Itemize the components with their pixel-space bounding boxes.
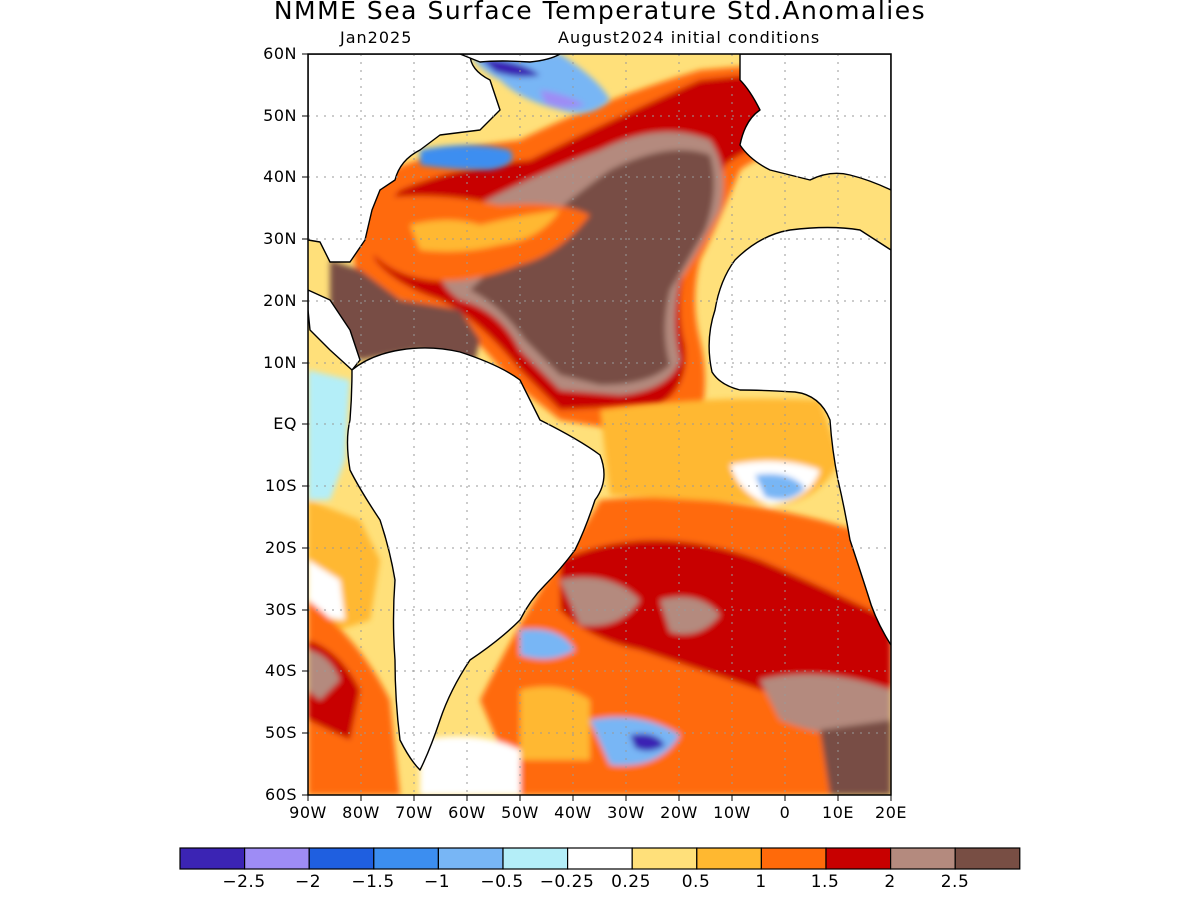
chart-title: NMME Sea Surface Temperature Std.Anomali… [273, 0, 927, 25]
lat-label-20s: 20S [264, 538, 297, 557]
colorbar-swatch [954, 847, 1021, 870]
colorbar-swatch [308, 847, 375, 870]
colorbar-label: 0.5 [681, 872, 711, 892]
colorbar [179, 847, 1021, 870]
colorbar-swatch [889, 847, 956, 870]
colorbar-label: −0.5 [480, 872, 524, 892]
colorbar-label: −2 [294, 872, 322, 892]
colorbar-label: 2 [884, 872, 896, 892]
north-america [308, 54, 501, 263]
lon-label-80w: 80W [342, 803, 380, 822]
lat-label-40n: 40N [263, 167, 297, 186]
initial-conditions: August2024 initial conditions [558, 28, 821, 47]
lon-label-10w: 10W [713, 803, 751, 822]
grid-lines [308, 54, 891, 795]
lon-label-30w: 30W [607, 803, 645, 822]
colorbar-label: −2.5 [222, 872, 266, 892]
europe [739, 54, 891, 191]
lat-label-30s: 30S [264, 600, 297, 619]
lat-label-10s: 10S [264, 476, 297, 495]
lon-label-20w: 20W [660, 803, 698, 822]
colorbar-label: −0.25 [539, 872, 595, 892]
lon-label-10e: 10E [822, 803, 854, 822]
anomaly-field [308, 54, 891, 795]
south-atlantic-anomaly [420, 398, 891, 795]
colorbar-swatch [373, 847, 439, 870]
lat-label-30n: 30N [263, 229, 297, 248]
lon-label-0: 0 [779, 803, 791, 822]
lat-label-60s: 60S [264, 785, 297, 804]
colorbar-swatch [696, 847, 762, 870]
axis-ticks [302, 53, 892, 801]
eastern-pacific-anomaly [308, 370, 410, 795]
lat-label-50s: 50S [264, 723, 297, 742]
lat-label-eq: EQ [273, 414, 297, 433]
colorbar-swatch [437, 847, 504, 870]
colorbar-swatch [825, 847, 892, 870]
colorbar-label: 2.5 [940, 872, 970, 892]
colorbar-swatch [502, 847, 569, 870]
lon-label-90w: 90W [289, 803, 327, 822]
colorbar-swatch [179, 847, 246, 870]
colorbar-label: −1.5 [351, 872, 395, 892]
colorbar-swatch [631, 847, 698, 870]
colorbar-swatch [566, 847, 633, 870]
lon-label-60w: 60W [448, 803, 486, 822]
lon-label-50w: 50W [501, 803, 539, 822]
south-america [346, 347, 605, 771]
colorbar-swatch [760, 847, 827, 870]
lon-label-40w: 40W [554, 803, 592, 822]
lon-label-70w: 70W [395, 803, 433, 822]
colorbar-label: 0.25 [611, 872, 651, 892]
forecast-month: Jan2025 [340, 28, 413, 47]
lat-label-40s: 40S [264, 661, 297, 680]
lat-label-60n: 60N [263, 44, 297, 63]
colorbar-label: 1 [755, 872, 767, 892]
africa [708, 226, 891, 646]
lat-label-20n: 20N [263, 291, 297, 310]
lat-label-10n: 10N [263, 353, 297, 372]
colorbar-swatch [244, 847, 310, 870]
greenland-tip [459, 54, 561, 63]
colorbar-label: −1 [423, 872, 451, 892]
colorbar-label: 1.5 [810, 872, 840, 892]
lat-label-50n: 50N [263, 106, 297, 125]
land-masses [308, 54, 891, 771]
lon-label-20e: 20E [875, 803, 907, 822]
